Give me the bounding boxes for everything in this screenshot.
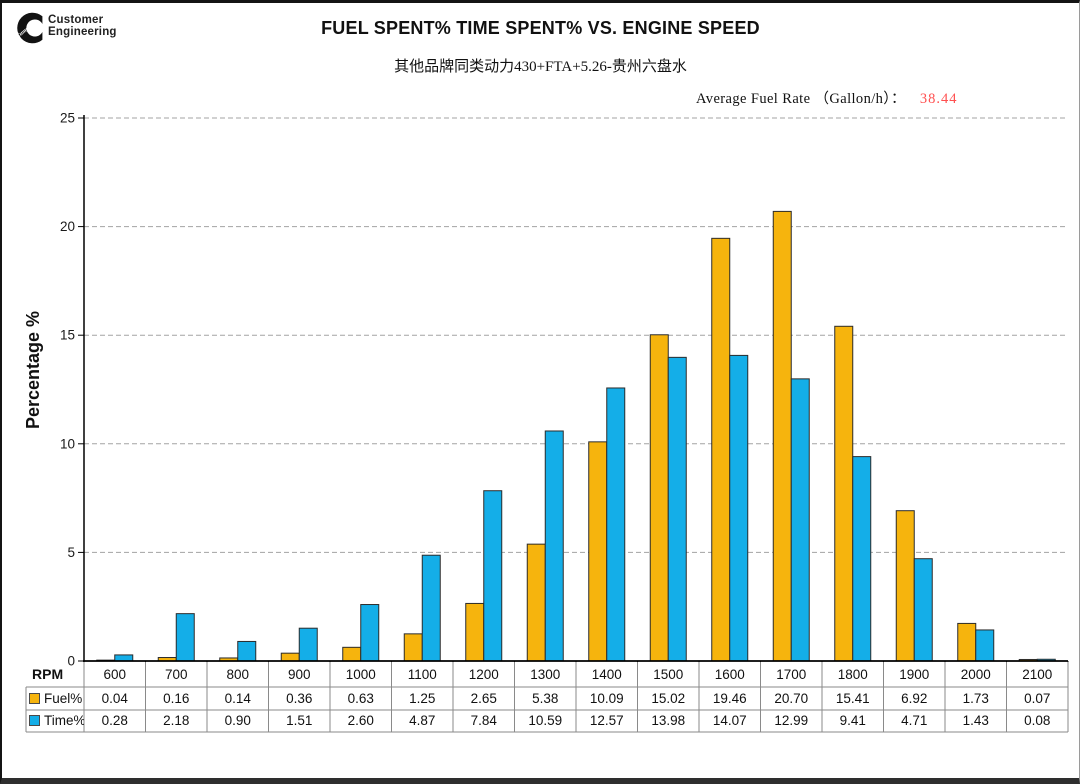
rpm-value-cell: 700 xyxy=(164,667,188,682)
y-tick-label: 5 xyxy=(67,545,75,560)
rpm-value-cell: 1000 xyxy=(345,667,376,682)
time-value-cell: 12.99 xyxy=(774,713,809,728)
time-row-label: Time% xyxy=(26,710,84,732)
fuel-value-cell: 19.46 xyxy=(712,691,747,706)
fuel-value-cell: 1.73 xyxy=(962,691,989,706)
rpm-value-cell: 1400 xyxy=(591,667,622,682)
fuel-value-cell: 0.16 xyxy=(163,691,190,706)
fuel-value-cell: 20.70 xyxy=(774,691,809,706)
fuel-value-cell: 6.92 xyxy=(901,691,928,706)
rpm-value-cell: 1200 xyxy=(468,667,499,682)
rpm-value-cell: 2100 xyxy=(1022,667,1053,682)
time-value-cell: 13.98 xyxy=(651,713,686,728)
rpm-header-cell: RPM xyxy=(32,666,64,682)
fuel-value-cell: 0.14 xyxy=(224,691,251,706)
time-value-cell: 12.57 xyxy=(589,713,624,728)
time-value-cell: 4.87 xyxy=(409,713,436,728)
y-tick-label: 25 xyxy=(60,111,75,126)
average-fuel-rate-line: Average Fuel Rate （Gallon/h）： 38.44 xyxy=(696,87,957,108)
rpm-value-cell: 1500 xyxy=(653,667,684,682)
rpm-value-cell: 1800 xyxy=(837,667,868,682)
time-value-cell: 7.84 xyxy=(470,713,497,728)
fuel-value-cell: 15.02 xyxy=(651,691,686,706)
rpm-value-cell: 1900 xyxy=(899,667,930,682)
average-fuel-rate-value: 38.44 xyxy=(919,91,958,107)
time-value-cell: 14.07 xyxy=(712,713,747,728)
fuel-value-cell: 0.36 xyxy=(286,691,313,706)
rpm-value-cell: 2000 xyxy=(960,667,991,682)
rpm-value-cell: 900 xyxy=(287,667,311,682)
fuel-value-cell: 2.65 xyxy=(470,691,497,706)
time-value-cell: 9.41 xyxy=(839,713,866,728)
y-tick-label: 20 xyxy=(60,219,75,234)
time-value-cell: 0.90 xyxy=(224,713,251,728)
fuel-row-label: Fuel% xyxy=(26,687,84,710)
y-tick-label: 0 xyxy=(67,654,75,669)
rpm-value-cell: 800 xyxy=(226,667,250,682)
time-value-cell: 10.59 xyxy=(528,713,563,728)
rpm-value-cell: 1100 xyxy=(407,667,437,682)
bar-chart: 0 5 10 15 20 25 xyxy=(25,111,1069,733)
time-value-cell: 2.60 xyxy=(347,713,374,728)
time-value-cell: 0.08 xyxy=(1024,713,1051,728)
rpm-value-cell: 1600 xyxy=(714,667,745,682)
fuel-value-cell: 0.07 xyxy=(1024,691,1051,706)
fuel-value-cell: 0.04 xyxy=(101,691,128,706)
logo-text: Customer Engineering xyxy=(48,14,117,38)
fuel-value-cell: 1.25 xyxy=(409,691,436,706)
cummins-logo-icon: Cummins xyxy=(15,12,43,44)
fuel-legend-swatch-icon xyxy=(29,693,40,704)
time-value-cell: 2.18 xyxy=(163,713,190,728)
data-table: RPM 600 700 800 900 1000 1100 1200 1300 1400 1500 1… xyxy=(2,3,1079,778)
average-fuel-rate-label: Average Fuel Rate （Gallon/h）： xyxy=(696,91,906,107)
time-value-cell: 4.71 xyxy=(901,713,928,728)
fuel-value-cell: 0.63 xyxy=(347,691,374,706)
time-value-cell: 0.28 xyxy=(101,713,128,728)
page-title: FUEL SPENT% TIME SPENT% VS. ENGINE SPEED xyxy=(321,18,760,38)
time-value-cell: 1.51 xyxy=(286,713,313,728)
rpm-value-cell: 600 xyxy=(103,667,127,682)
rpm-value-cell: 1700 xyxy=(776,667,807,682)
fuel-value-cell: 5.38 xyxy=(532,691,559,706)
series-name: Time% xyxy=(44,713,84,728)
y-tick-label: 10 xyxy=(60,436,75,451)
rpm-value-cell: 1300 xyxy=(530,667,561,682)
time-legend-swatch-icon xyxy=(29,715,40,726)
time-value-cell: 1.43 xyxy=(962,713,989,728)
series-name: Fuel% xyxy=(44,691,83,706)
logo-text-line1: Customer xyxy=(48,14,104,26)
y-tick-label: 15 xyxy=(60,328,75,343)
page-subtitle: 其他品牌同类动力430+FTA+5.26-贵州六盘水 xyxy=(394,59,687,75)
fuel-value-cell: 10.09 xyxy=(589,691,624,706)
fuel-value-cell: 15.41 xyxy=(835,691,870,706)
logo-text-line2: Engineering xyxy=(48,26,117,38)
